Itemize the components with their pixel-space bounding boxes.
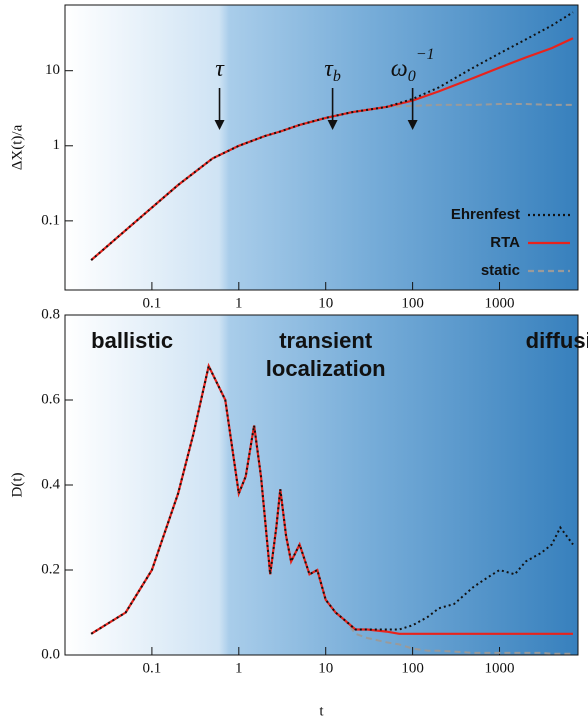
x-tick-label: 0.1 <box>143 295 162 311</box>
x-tick-label: 1000 <box>485 660 515 676</box>
y-axis-label: D(t) <box>9 473 25 498</box>
annotation-symbol: ω <box>391 56 408 82</box>
series-line <box>90 11 574 261</box>
legend-label: RTA <box>490 234 520 251</box>
annotation-superscript: −1 <box>416 46 435 63</box>
legend-label: Ehrenfest <box>451 206 520 223</box>
x-tick-label: 100 <box>401 660 424 676</box>
x-tick-label: 10 <box>318 295 333 311</box>
annotation-arrowhead <box>214 120 225 130</box>
annotation: τ <box>215 56 225 82</box>
annotation-arrowhead <box>327 120 338 130</box>
region-label: transient <box>279 328 373 353</box>
annotation-subscript: 0 <box>408 68 416 85</box>
series-line <box>90 363 574 635</box>
y-axis-label: ΔX(t)/a <box>9 124 25 170</box>
y-tick-label: 0.8 <box>41 306 60 322</box>
panel-background <box>65 5 578 290</box>
plot-frame <box>64 314 579 656</box>
region-label: ballistic <box>91 328 173 353</box>
y-tick-label: 0.6 <box>41 391 60 407</box>
plot-frame <box>64 4 579 291</box>
annotation-subscript: b <box>333 68 341 85</box>
y-tick-label: 1 <box>53 137 61 153</box>
y-tick-label: 0.2 <box>41 561 60 577</box>
x-tick-label: 1 <box>235 660 243 676</box>
x-tick-label: 10 <box>318 660 333 676</box>
x-tick-label: 0.1 <box>143 660 162 676</box>
annotation-symbol: τ <box>324 56 334 82</box>
annotation-symbol: τ <box>215 56 225 82</box>
y-tick-label: 0.1 <box>41 212 60 228</box>
panel-background <box>65 315 578 655</box>
legend-label: static <box>481 262 520 279</box>
y-tick-label: 0.0 <box>41 646 60 662</box>
y-tick-label: 0.4 <box>41 476 60 492</box>
x-axis-label: t <box>319 703 324 719</box>
x-tick-label: 1 <box>235 295 243 311</box>
series-line <box>90 37 574 261</box>
annotation: τb <box>324 56 341 85</box>
region-label: diffusive <box>526 328 588 353</box>
x-tick-label: 100 <box>401 295 424 311</box>
y-tick-label: 10 <box>45 62 60 78</box>
region-label: localization <box>266 356 386 381</box>
annotation: ω0−1 <box>391 46 435 85</box>
annotation-arrowhead <box>407 120 418 130</box>
x-tick-label: 1000 <box>485 295 515 311</box>
